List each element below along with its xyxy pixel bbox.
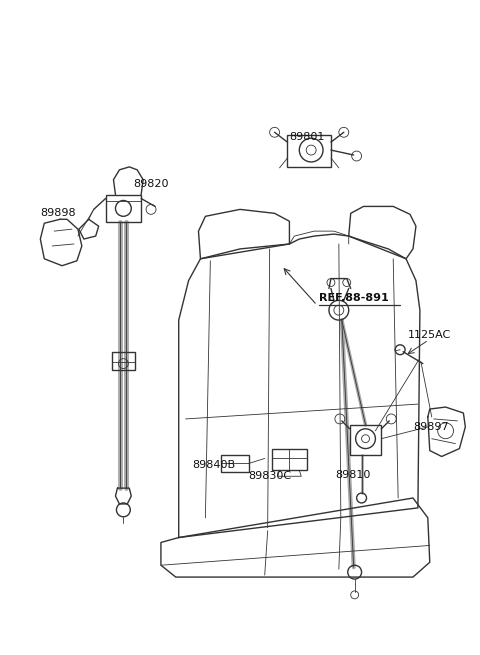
Text: 89897: 89897 <box>413 422 449 432</box>
Bar <box>111 352 135 369</box>
Text: 89801: 89801 <box>289 132 325 142</box>
Bar <box>288 135 331 167</box>
Text: 89810: 89810 <box>335 470 370 480</box>
Bar <box>106 195 141 222</box>
Bar <box>272 449 307 470</box>
Text: REF.88-891: REF.88-891 <box>319 293 389 303</box>
Bar <box>350 425 381 455</box>
Text: 89830C: 89830C <box>248 471 291 481</box>
Text: 89840B: 89840B <box>192 460 236 470</box>
Bar <box>221 455 249 472</box>
Text: 89898: 89898 <box>40 208 76 218</box>
Text: 89820: 89820 <box>133 179 169 189</box>
Text: 1125AC: 1125AC <box>408 330 451 340</box>
